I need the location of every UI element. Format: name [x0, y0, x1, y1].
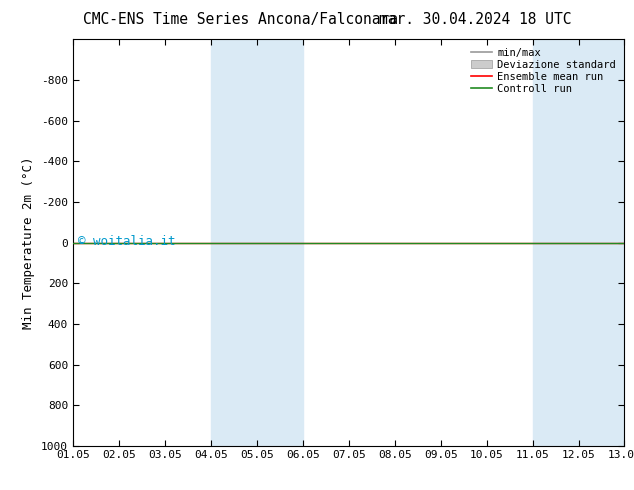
Bar	[210, 39, 257, 446]
Text: mar. 30.04.2024 18 UTC: mar. 30.04.2024 18 UTC	[379, 12, 572, 27]
Y-axis label: Min Temperature 2m (°C): Min Temperature 2m (°C)	[22, 156, 36, 329]
Bar	[533, 39, 579, 446]
Text: CMC-ENS Time Series Ancona/Falconara: CMC-ENS Time Series Ancona/Falconara	[84, 12, 398, 27]
Bar	[257, 39, 303, 446]
Bar	[578, 39, 624, 446]
Legend: min/max, Deviazione standard, Ensemble mean run, Controll run: min/max, Deviazione standard, Ensemble m…	[469, 45, 619, 97]
Text: © woitalia.it: © woitalia.it	[79, 235, 176, 247]
